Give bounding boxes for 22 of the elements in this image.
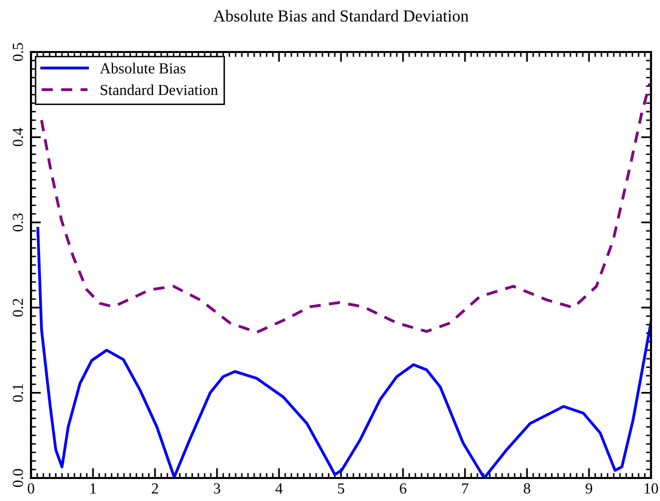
- x-tick-label: 7: [462, 483, 468, 494]
- legend-label: Absolute Bias: [100, 62, 186, 74]
- x-tick-label: 3: [214, 483, 220, 494]
- x-tick-label: 2: [152, 483, 158, 494]
- legend-label: Standard Deviation: [100, 84, 218, 96]
- line-series: [36, 226, 651, 478]
- x-tick-label: 1: [90, 483, 96, 494]
- line-series: [40, 82, 651, 334]
- x-tick-label: 10: [644, 483, 658, 494]
- chart-title: Absolute Bias and Standard Deviation: [213, 10, 468, 22]
- x-tick-label: 8: [524, 483, 530, 494]
- x-tick-label: 9: [586, 483, 592, 494]
- x-tick-label: 6: [400, 483, 406, 494]
- y-tick-label: 0.3: [12, 213, 24, 232]
- y-tick-label: 0.0: [12, 469, 24, 487]
- x-tick-label: 0: [28, 483, 34, 494]
- y-tick-label: 0.2: [12, 298, 24, 317]
- y-tick-label: 0.5: [12, 43, 24, 61]
- y-tick-label: 0.4: [12, 128, 24, 146]
- y-tick-label: 0.1: [12, 384, 24, 402]
- x-tick-label: 5: [338, 483, 344, 494]
- x-tick-label: 4: [275, 483, 283, 494]
